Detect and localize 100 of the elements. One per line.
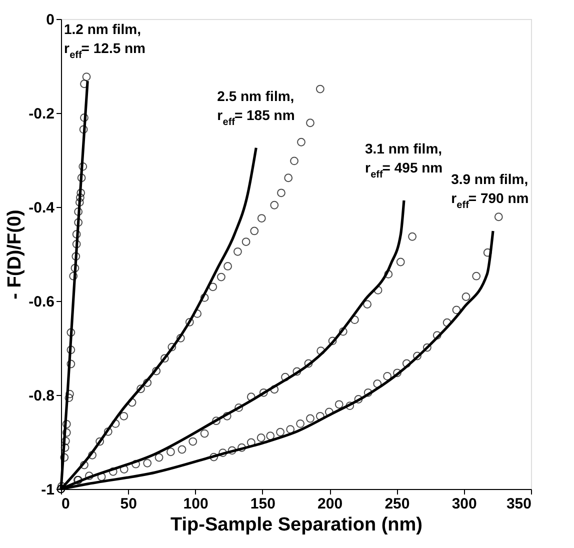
point: [78, 162, 88, 171]
point: [168, 342, 176, 352]
point: [224, 262, 232, 270]
point: [384, 270, 393, 278]
x-tick-label: 150: [250, 496, 276, 512]
point: [72, 240, 81, 248]
point: [393, 368, 402, 378]
point: [136, 384, 145, 394]
point: [104, 427, 112, 436]
point: [74, 218, 83, 227]
point: [328, 336, 337, 346]
point: [108, 467, 118, 476]
y-tick-label: -0.8: [28, 388, 54, 404]
point: [408, 232, 416, 241]
point: [75, 198, 84, 206]
point: [79, 125, 88, 134]
x-axis-title: Tip-Sample Separation (nm): [170, 514, 422, 536]
point: [346, 402, 354, 410]
point: [143, 378, 152, 387]
point: [200, 429, 209, 438]
point: [284, 174, 293, 182]
point: [69, 272, 78, 280]
point: [354, 395, 363, 404]
point: [250, 226, 259, 236]
point: [396, 258, 405, 266]
point: [143, 458, 152, 468]
point: [66, 328, 76, 337]
point: [88, 450, 96, 460]
point: [111, 419, 120, 428]
x-tick-label: 100: [183, 496, 208, 512]
point: [82, 72, 91, 82]
point: [442, 318, 452, 327]
point: [483, 248, 492, 257]
point: [297, 138, 306, 146]
point: [64, 394, 74, 402]
point: [238, 443, 246, 452]
point: [176, 334, 185, 342]
point: [350, 316, 359, 324]
point: [363, 300, 372, 308]
point: [128, 398, 136, 407]
point: [200, 294, 209, 302]
y-tick-label: -1: [41, 482, 54, 498]
point: [70, 264, 80, 272]
point: [383, 372, 392, 380]
x-tick-label: 250: [384, 496, 410, 512]
point: [462, 292, 470, 301]
point: [276, 428, 284, 436]
point: [292, 367, 302, 376]
point: [234, 247, 242, 256]
x-tick-label: 0: [62, 496, 70, 512]
point: [452, 306, 461, 314]
point: [246, 392, 256, 402]
point: [222, 412, 232, 420]
y-tick-label: -0.4: [28, 200, 56, 216]
point: [296, 419, 305, 428]
y-tick-label: -0.2: [28, 106, 54, 122]
point: [277, 188, 286, 198]
point: [316, 84, 324, 94]
point: [472, 272, 481, 280]
point: [256, 434, 266, 442]
point: [66, 360, 76, 368]
point: [364, 388, 372, 397]
point: [270, 385, 279, 394]
point: [316, 346, 326, 356]
point: [234, 403, 243, 412]
point: [80, 114, 88, 122]
point: [494, 212, 503, 222]
point: [132, 460, 140, 468]
point: [266, 432, 275, 440]
point: [76, 193, 84, 202]
point: [62, 428, 71, 437]
point: [334, 400, 344, 409]
point: [61, 436, 70, 446]
point: [281, 372, 290, 382]
point: [193, 309, 202, 318]
point: [422, 343, 432, 352]
point: [270, 200, 279, 210]
y-axis-title: - F(D)/F(0): [4, 210, 26, 300]
point: [72, 230, 81, 238]
point: [246, 438, 256, 447]
point: [228, 446, 236, 455]
point: [77, 174, 86, 182]
point: [80, 460, 88, 470]
point: [338, 327, 348, 336]
point: [80, 80, 88, 88]
point: [373, 380, 382, 388]
point: [374, 286, 382, 294]
point: [259, 388, 268, 397]
point: [120, 412, 128, 420]
point: [316, 412, 324, 420]
point: [120, 465, 128, 474]
point: [185, 318, 194, 326]
point: [60, 453, 69, 462]
point: [60, 443, 70, 452]
point: [208, 282, 218, 292]
point: [178, 445, 186, 454]
point: [152, 366, 161, 376]
y-tick-label: 0: [46, 12, 54, 28]
x-tick-label: 50: [120, 496, 137, 512]
point: [402, 359, 411, 368]
